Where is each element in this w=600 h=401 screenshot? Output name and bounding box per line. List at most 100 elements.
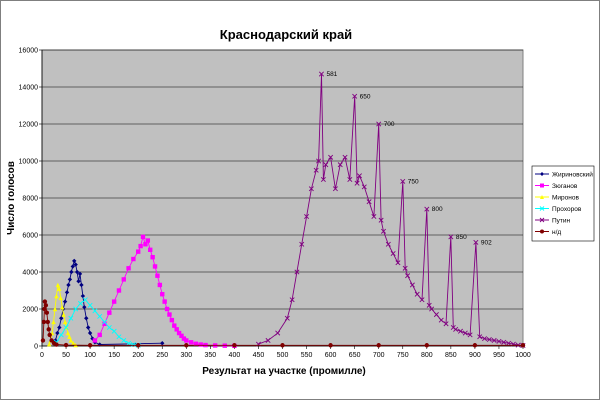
data-point [82,297,88,303]
series-6 [40,299,526,348]
data-point [150,255,155,260]
y-tick-label: 0 [34,344,38,351]
legend-label: Миронов [552,194,579,201]
data-point [380,228,387,234]
x-tick-label: 450 [253,352,265,359]
data-point [356,173,362,179]
data-point [67,277,73,282]
legend-marker [540,195,544,199]
data-point [193,341,199,346]
data-point [62,299,68,304]
data-point [486,337,492,343]
data-point [184,338,189,343]
data-point [41,319,47,325]
y-tick-label: 14000 [19,85,39,92]
data-point [138,243,143,249]
data-point [424,343,429,348]
data-point [60,304,65,310]
x-tick-label: 850 [445,352,457,359]
series-line [258,74,524,346]
data-point [130,342,136,348]
x-tick-label: 800 [421,352,433,359]
data-point [57,325,62,330]
data-point [40,338,46,343]
data-point [126,266,131,271]
data-point [45,319,50,325]
data-point [87,343,93,348]
data-point [414,291,420,297]
series-layer [40,71,526,349]
data-point [448,234,454,240]
data-point [457,328,463,334]
legend-item: Прохоров [535,206,582,213]
data-point [77,271,83,277]
x-tick-label: 600 [325,352,337,359]
x-tick-label: 100 [84,352,96,359]
data-point [61,312,66,317]
data-point [172,323,177,328]
data-point [58,295,63,301]
data-point [68,315,74,321]
grid-lines [42,49,523,310]
data-point [69,269,74,275]
data-point [378,217,384,223]
data-point [289,297,295,303]
legend-marker [540,172,544,176]
data-point [405,273,411,279]
annotation-label: 700 [384,121,395,128]
data-point [107,310,112,315]
x-tick-label: 200 [132,352,144,359]
data-point [402,265,408,271]
data-point [318,71,324,77]
legend-marker [540,183,544,188]
data-point [97,332,102,338]
x-axis-title: Результат на участке (промилле) [202,366,365,377]
data-point [265,337,271,343]
x-tick-label: 750 [397,352,409,359]
data-point [371,213,377,220]
x-tick-label: 500 [277,352,289,359]
legend-label: Жириновский [552,170,593,178]
data-point [65,330,71,336]
legend-item: Миронов [535,194,579,201]
data-point [299,241,305,247]
data-point [63,324,69,331]
data-point [73,306,79,312]
annotation-label: 800 [432,206,443,213]
data-point [87,330,93,336]
data-point [55,330,60,336]
y-tick-label: 8000 [22,196,38,203]
data-point [121,277,126,282]
x-tick-label: 400 [229,352,241,359]
data-point [184,343,189,348]
series-4 [53,297,141,348]
data-point [482,336,488,342]
data-point [116,288,122,293]
data-point [51,319,56,325]
axis-ticks: 0 2000 4000 6000 8000 10000 12000 14000 16000 0 50… [19,48,531,360]
legend-label: н/д [552,229,561,236]
data-point [42,306,47,312]
legend-item: Путин [535,217,571,224]
data-point [160,292,165,297]
data-point [71,341,76,346]
data-point [462,330,468,336]
data-point [352,93,358,99]
data-point [152,264,158,269]
data-point [58,332,64,338]
data-point [62,319,68,325]
data-point [70,264,75,269]
data-point [477,334,483,340]
data-point [342,154,348,160]
legend-marker [539,206,545,211]
data-point [328,154,334,160]
data-point [136,249,141,254]
legend-marker [540,229,544,234]
data-point [506,340,512,346]
x-tick-label: 300 [180,352,192,359]
x-tick-label: 700 [373,352,385,359]
legend-marker [539,217,545,223]
y-tick-label: 2000 [22,307,38,314]
